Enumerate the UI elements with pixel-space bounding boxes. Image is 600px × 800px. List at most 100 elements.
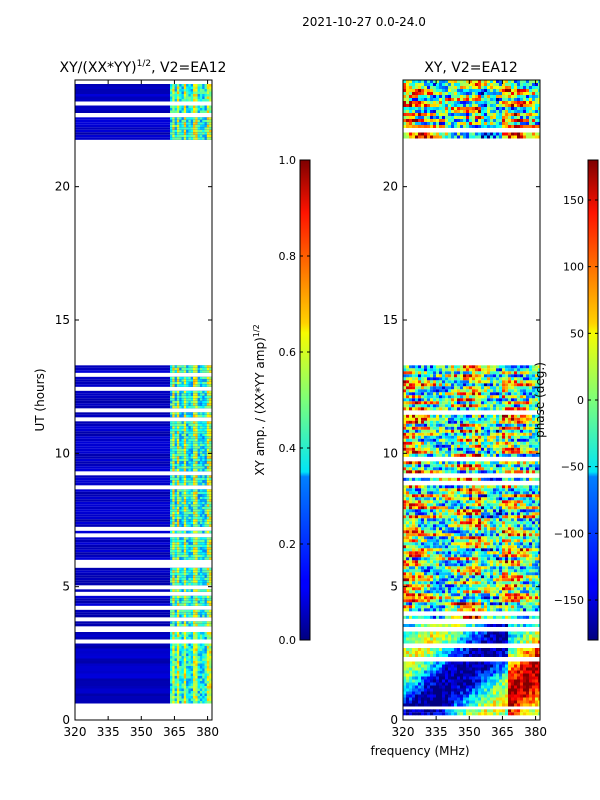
right-heat-cell xyxy=(520,624,524,627)
left-heat-cell xyxy=(197,516,201,520)
left-heat-cell xyxy=(181,582,185,586)
left-heat-cell xyxy=(181,122,185,125)
left-heat-cell xyxy=(199,678,203,681)
right-heat-cell xyxy=(481,651,485,654)
right-heat-cell xyxy=(463,703,467,707)
left-heat-cell xyxy=(179,673,182,676)
right-heat-cell xyxy=(502,661,506,665)
right-heat-cell xyxy=(505,377,509,381)
left-heat-cell xyxy=(193,129,196,133)
right-heat-cell xyxy=(421,441,425,445)
right-heat-cell xyxy=(490,435,494,439)
right-heat-cell xyxy=(535,691,539,695)
left-heat-cell xyxy=(190,643,194,646)
right-heat-cell xyxy=(517,679,521,683)
right-heat-cell xyxy=(469,670,473,674)
left-heat-cell xyxy=(209,381,212,385)
right-heat-cell xyxy=(463,661,467,665)
left-heat-cell xyxy=(172,643,175,646)
left-heat-cell xyxy=(183,698,187,701)
right-heat-cell xyxy=(469,420,473,424)
right-heat-cell xyxy=(517,423,521,427)
right-heat-cell xyxy=(466,392,470,396)
left-heat-cell xyxy=(176,514,180,517)
right-heat-cell xyxy=(463,444,467,448)
right-heat-cell xyxy=(490,368,494,372)
right-heat-cell xyxy=(454,654,458,657)
right-heat-cell xyxy=(478,365,482,369)
right-heat-cell xyxy=(427,673,431,677)
left-heat-cell xyxy=(190,480,194,483)
right-heat-cell xyxy=(463,438,467,442)
left-heat-cell xyxy=(202,643,205,646)
right-heat-cell xyxy=(463,395,467,399)
left-heat-cell xyxy=(176,428,180,432)
left-heat-cell xyxy=(172,696,175,699)
left-heat-cell xyxy=(183,554,187,558)
left-heat-cell xyxy=(190,552,194,555)
left-heat-cell xyxy=(174,511,178,515)
right-heat-cell xyxy=(451,407,455,411)
left-heat-cell xyxy=(190,491,194,495)
left-heat-cell xyxy=(183,448,187,452)
left-heat-cell xyxy=(206,567,210,571)
left-heat-cell xyxy=(179,441,182,444)
right-heat-cell xyxy=(529,691,533,695)
left-heat-cell xyxy=(199,698,203,701)
left-heat-cell xyxy=(181,91,185,94)
left-heat-cell xyxy=(199,646,203,649)
left-heat-cell xyxy=(181,395,185,399)
left-heat-cell xyxy=(188,94,192,97)
left-heat-cell xyxy=(204,91,208,94)
left-heat-cell xyxy=(204,494,208,497)
left-heat-cell xyxy=(209,451,212,454)
right-heat-cell xyxy=(514,380,518,384)
right-heat-cell xyxy=(502,648,506,651)
right-heat-cell xyxy=(493,392,497,396)
right-heat-cell xyxy=(463,377,467,381)
right-heat-cell xyxy=(436,694,440,698)
left-heat-row xyxy=(75,99,212,102)
left-heat-cell xyxy=(202,557,205,560)
left-heat-cell xyxy=(176,643,180,646)
left-heat-row xyxy=(75,688,212,691)
left-heat-cell xyxy=(202,577,205,581)
right-heat-cell xyxy=(487,389,491,393)
left-heat-cell xyxy=(170,421,173,424)
right-heat-cell xyxy=(457,694,461,698)
left-heat-cell xyxy=(209,632,212,635)
right-heat-cell xyxy=(505,395,509,399)
right-heat-cell xyxy=(529,389,533,393)
left-heat-cell xyxy=(174,589,178,592)
right-heat-cell xyxy=(529,640,533,644)
left-heat-cell xyxy=(179,681,182,684)
left-heat-cell xyxy=(170,499,173,502)
right-heat-cell xyxy=(478,435,482,439)
right-heat-cell xyxy=(535,377,539,381)
left-heat-row xyxy=(75,395,212,399)
right-heat-cell xyxy=(484,392,488,396)
right-heat-cell xyxy=(496,634,500,638)
right-heat-cell xyxy=(493,661,497,665)
right-heat-cell xyxy=(508,640,512,644)
right-heat-cell xyxy=(406,392,410,396)
left-heat-cell xyxy=(202,393,205,396)
right-heat-cell xyxy=(463,694,467,698)
left-heat-cell xyxy=(206,381,210,385)
right-heat-cell xyxy=(487,423,491,427)
right-heat-cell xyxy=(469,404,473,408)
left-heat-cell xyxy=(179,653,182,656)
right-heat-cell xyxy=(457,423,461,427)
left-heat-cell xyxy=(195,428,198,432)
suptitle: 2021-10-27 0.0-24.0 xyxy=(302,15,426,29)
left-heat-cell xyxy=(179,651,182,654)
right-heat-cell xyxy=(430,694,434,698)
left-heat-cell xyxy=(197,463,201,467)
right-heat-cell xyxy=(499,648,503,651)
right-heat-cell xyxy=(433,423,437,427)
left-heat-cell xyxy=(206,530,210,534)
left-heat-cell xyxy=(179,570,182,573)
left-heat-row xyxy=(75,542,212,545)
right-heat-cell xyxy=(508,365,512,369)
